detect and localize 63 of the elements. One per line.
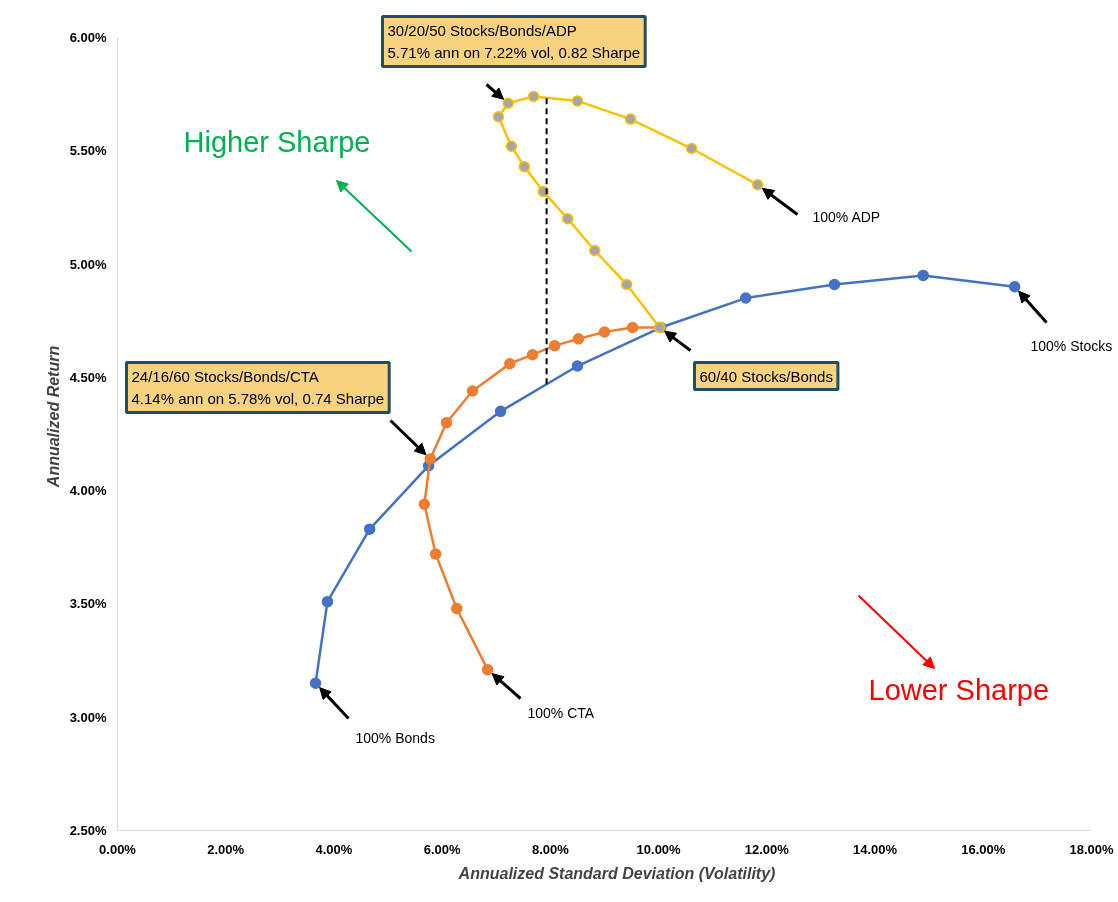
point [440, 416, 453, 429]
y-tick-label: 5.50% [69, 143, 107, 159]
point [739, 292, 752, 304]
point [504, 358, 516, 370]
point [492, 111, 505, 123]
x-tick-label: 14.00% [853, 841, 898, 857]
x-tick-label: 4.00% [315, 841, 353, 857]
point [620, 278, 633, 291]
x-tick-label: 18.00% [1069, 841, 1114, 857]
point [828, 278, 841, 291]
point [598, 326, 611, 338]
point [466, 385, 479, 397]
point [626, 321, 639, 334]
y-tick-label: 4.50% [69, 369, 107, 385]
point [518, 160, 531, 173]
point [309, 677, 322, 689]
point [321, 595, 334, 608]
annotation: 100% Stocks [1030, 337, 1113, 354]
y-tick-label: 3.50% [69, 596, 107, 612]
point [624, 113, 637, 125]
point [505, 140, 518, 152]
x-tick-label: 8.00% [531, 841, 570, 857]
annotation: 100% ADP [812, 208, 881, 225]
point [571, 360, 584, 372]
y-tick-label: 6.00% [69, 30, 107, 45]
annotation: 30/20/50 Stocks/Bonds/ADP 5.71% ann on 7.22% vol, 0.82 Sharpe [387, 21, 641, 62]
annotation: 100% CTA [527, 704, 595, 721]
x-tick-label: 16.00% [961, 841, 1006, 857]
point [917, 269, 929, 282]
point [572, 333, 585, 345]
point [751, 179, 764, 191]
point [424, 453, 437, 465]
point [429, 548, 442, 560]
y-axis-title: Annualized Return [44, 345, 62, 489]
y-tick-label: 4.00% [69, 483, 107, 499]
y-tick-label: 2.50% [69, 823, 107, 838]
point [589, 244, 601, 257]
point [451, 602, 463, 615]
point [481, 663, 494, 676]
annotation: Lower Sharpe [868, 673, 1050, 706]
point [561, 213, 574, 225]
point [527, 90, 540, 103]
point [571, 95, 584, 107]
point [502, 97, 514, 109]
x-tick-label: 6.00% [423, 841, 462, 857]
y-tick-label: 3.00% [69, 709, 107, 725]
y-tick-label: 5.00% [69, 256, 107, 272]
point [363, 523, 376, 535]
x-tick-label: 0.00% [99, 841, 137, 857]
x-tick-label: 2.00% [207, 841, 245, 857]
annotation: 60/40 Stocks/Bonds [699, 367, 833, 385]
point [418, 498, 431, 510]
point [548, 339, 561, 352]
point [526, 348, 539, 361]
point [685, 142, 698, 155]
x-axis-title: Annualized Standard Deviation (Volatility) [457, 864, 776, 882]
annotation: 24/16/60 Stocks/Bonds/CTA 4.14% ann on 5.78% vol, 0.74 Sharpe [131, 367, 385, 408]
annotation: Higher Sharpe [183, 125, 371, 158]
x-tick-label: 12.00% [744, 841, 790, 857]
point [1008, 280, 1021, 293]
annotation: 100% Bonds [355, 729, 435, 746]
x-tick-label: 10.00% [636, 841, 682, 857]
point [494, 405, 507, 418]
